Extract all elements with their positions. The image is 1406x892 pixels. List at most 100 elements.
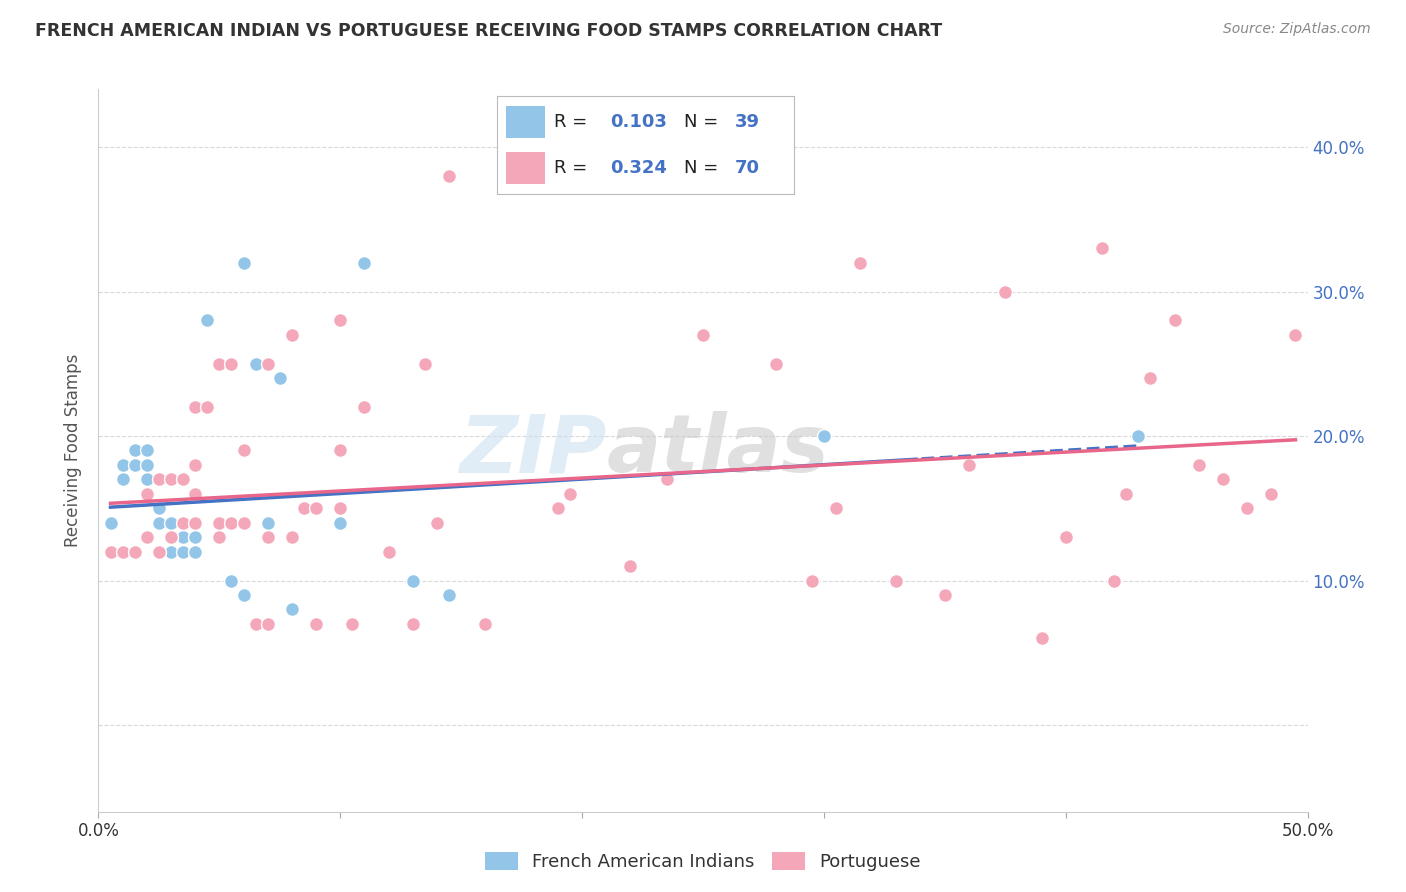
Point xyxy=(184,516,207,530)
Point xyxy=(172,472,194,486)
Text: FRENCH AMERICAN INDIAN VS PORTUGUESE RECEIVING FOOD STAMPS CORRELATION CHART: FRENCH AMERICAN INDIAN VS PORTUGUESE REC… xyxy=(35,22,942,40)
Point xyxy=(692,327,714,342)
Point xyxy=(148,544,170,558)
Point xyxy=(256,516,278,530)
Point xyxy=(111,544,134,558)
Point xyxy=(1260,487,1282,501)
Point xyxy=(1054,530,1077,544)
Point xyxy=(184,530,207,544)
Text: ZIP: ZIP xyxy=(458,411,606,490)
Point xyxy=(245,616,267,631)
Point xyxy=(437,588,460,602)
Point xyxy=(100,516,122,530)
Point xyxy=(245,357,267,371)
Point xyxy=(256,530,278,544)
Point xyxy=(148,501,170,516)
Point xyxy=(184,544,207,558)
Point xyxy=(1102,574,1125,588)
Point xyxy=(353,255,375,269)
Point xyxy=(160,530,183,544)
Point xyxy=(221,516,243,530)
Point xyxy=(558,487,581,501)
Point xyxy=(281,327,304,342)
Point xyxy=(208,530,231,544)
Text: Source: ZipAtlas.com: Source: ZipAtlas.com xyxy=(1223,22,1371,37)
Point xyxy=(281,530,304,544)
Point xyxy=(160,544,183,558)
Point xyxy=(329,443,352,458)
Point xyxy=(221,357,243,371)
Point xyxy=(208,516,231,530)
Point xyxy=(172,530,194,544)
Point xyxy=(160,530,183,544)
Point xyxy=(184,487,207,501)
Point xyxy=(426,516,449,530)
Point xyxy=(474,616,496,631)
Point xyxy=(160,530,183,544)
Point xyxy=(148,516,170,530)
Point xyxy=(148,544,170,558)
Point xyxy=(329,501,352,516)
Point xyxy=(281,602,304,616)
Point xyxy=(800,574,823,588)
Point xyxy=(195,400,218,414)
Point xyxy=(256,357,278,371)
Point xyxy=(1091,241,1114,255)
Point xyxy=(1139,371,1161,385)
Text: atlas: atlas xyxy=(606,411,830,490)
Point xyxy=(232,516,254,530)
Point xyxy=(342,616,364,631)
Point xyxy=(111,472,134,486)
Point xyxy=(353,400,375,414)
Point xyxy=(184,400,207,414)
Point xyxy=(100,544,122,558)
Point xyxy=(377,544,399,558)
Point xyxy=(135,443,157,458)
Point xyxy=(135,472,157,486)
Point xyxy=(547,501,569,516)
Point xyxy=(1212,472,1234,486)
Point xyxy=(256,616,278,631)
Point xyxy=(619,559,641,574)
Point xyxy=(413,357,436,371)
Point xyxy=(111,458,134,472)
Point xyxy=(135,458,157,472)
Point xyxy=(172,516,194,530)
Point xyxy=(849,255,872,269)
Point xyxy=(221,516,243,530)
Point xyxy=(208,516,231,530)
Point xyxy=(292,501,315,516)
Point xyxy=(184,458,207,472)
Point xyxy=(124,458,146,472)
Point xyxy=(184,544,207,558)
Point xyxy=(1031,632,1053,646)
Point xyxy=(305,501,328,516)
Point xyxy=(124,544,146,558)
Point xyxy=(160,472,183,486)
Point xyxy=(825,501,848,516)
Point xyxy=(232,443,254,458)
Point xyxy=(135,530,157,544)
Point xyxy=(994,285,1017,299)
Point xyxy=(1188,458,1211,472)
Point xyxy=(1284,327,1306,342)
Point xyxy=(1163,313,1185,327)
Point xyxy=(305,616,328,631)
Point xyxy=(124,443,146,458)
Point xyxy=(402,574,425,588)
Point xyxy=(329,516,352,530)
Point xyxy=(208,357,231,371)
Point xyxy=(305,616,328,631)
Point xyxy=(1236,501,1258,516)
Point xyxy=(221,574,243,588)
Point xyxy=(135,530,157,544)
Legend: French American Indians, Portuguese: French American Indians, Portuguese xyxy=(478,845,928,879)
Point xyxy=(148,472,170,486)
Point xyxy=(329,313,352,327)
Point xyxy=(184,530,207,544)
Point xyxy=(957,458,980,472)
Point xyxy=(195,313,218,327)
Point xyxy=(1115,487,1137,501)
Point xyxy=(1128,429,1150,443)
Point xyxy=(402,616,425,631)
